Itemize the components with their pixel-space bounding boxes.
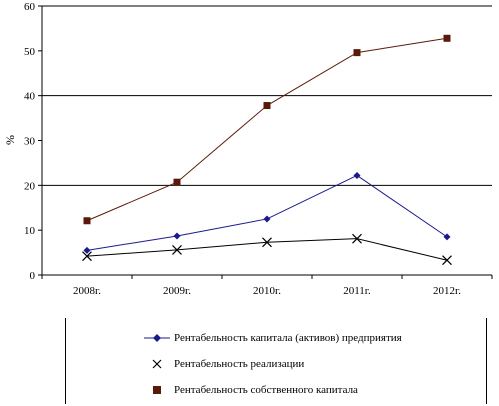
legend-label: Рентабельность реализации xyxy=(174,358,305,370)
data-point xyxy=(443,34,451,42)
data-point xyxy=(173,178,181,186)
data-point xyxy=(352,233,362,244)
legend: Рентабельность капитала (активов) предпр… xyxy=(65,318,487,404)
x-marker-icon xyxy=(144,359,170,369)
data-point xyxy=(353,171,361,179)
legend-label: Рентабельность капитала (активов) предпр… xyxy=(174,332,402,344)
series-2 xyxy=(83,34,451,225)
y-tick-label: 50 xyxy=(24,46,36,58)
x-tick-labels: 2008г. 2009г. 2010г. 2011г. 2012г. xyxy=(73,285,461,297)
legend-item-assets-return: Рентабельность капитала (активов) предпр… xyxy=(144,332,402,344)
legend-item-sales-return: Рентабельность реализации xyxy=(144,358,304,370)
y-tick-label: 20 xyxy=(24,180,36,192)
data-point xyxy=(443,233,451,241)
y-axis-label: % xyxy=(3,135,17,145)
series-1 xyxy=(82,233,452,266)
data-point xyxy=(442,255,452,266)
x-tick-label: 2012г. xyxy=(433,285,461,297)
data-point xyxy=(263,215,271,223)
series-line xyxy=(86,174,448,251)
y-tick-label: 0 xyxy=(30,270,36,282)
x-tick-label: 2010г. xyxy=(253,285,281,297)
data-point xyxy=(262,237,272,248)
grid-lines xyxy=(42,5,492,186)
y-tick-labels: 0 10 20 30 40 50 60 xyxy=(24,1,36,282)
y-tick-label: 60 xyxy=(24,1,36,13)
data-point xyxy=(82,251,92,262)
y-tick-label: 10 xyxy=(24,225,36,237)
diamond-marker-icon xyxy=(144,333,170,343)
data-point xyxy=(83,246,91,254)
y-tick-label: 40 xyxy=(24,91,36,103)
data-point xyxy=(353,49,361,57)
square-marker-icon xyxy=(144,385,170,395)
x-tick-label: 2009г. xyxy=(163,285,191,297)
series-line xyxy=(86,37,448,222)
x-tick-label: 2011г. xyxy=(343,285,371,297)
data-point xyxy=(263,102,271,110)
x-tick-label: 2008г. xyxy=(73,285,101,297)
legend-item-equity-return: Рентабельность собственного капитала xyxy=(144,384,358,396)
y-tick-label: 30 xyxy=(24,136,36,148)
data-point xyxy=(172,244,182,255)
series-0 xyxy=(83,171,451,254)
series-group xyxy=(82,34,452,266)
data-point xyxy=(83,217,91,225)
axes xyxy=(38,5,493,279)
legend-label: Рентабельность собственного капитала xyxy=(174,384,358,396)
data-point xyxy=(173,232,181,240)
